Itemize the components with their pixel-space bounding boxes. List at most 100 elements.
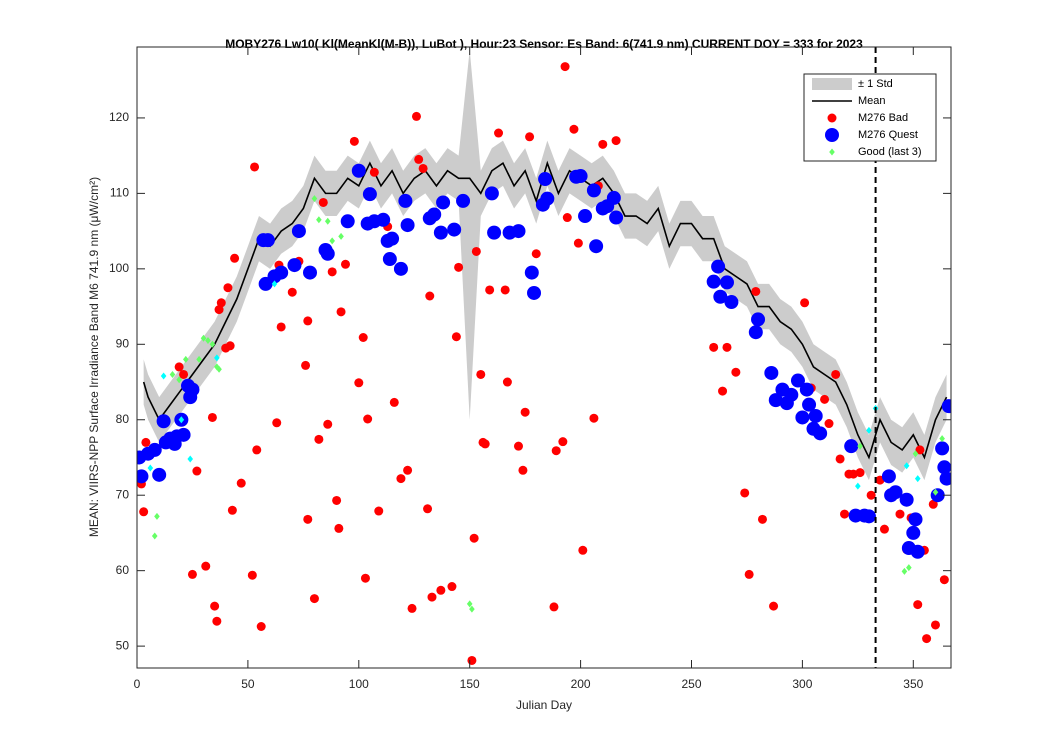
point <box>436 195 451 210</box>
point <box>578 209 593 224</box>
point <box>225 341 235 351</box>
point <box>840 509 850 519</box>
point <box>831 369 841 379</box>
point <box>425 291 435 301</box>
point <box>423 504 433 514</box>
point <box>586 183 601 198</box>
point <box>154 512 160 520</box>
point <box>318 197 328 207</box>
y-tick-label: 110 <box>110 186 129 200</box>
point <box>930 620 940 630</box>
point <box>185 382 200 397</box>
point <box>879 524 889 534</box>
point <box>844 439 859 454</box>
point <box>538 172 553 187</box>
legend-swatch <box>829 148 835 156</box>
point <box>578 545 588 555</box>
point <box>336 307 346 317</box>
point <box>320 246 335 261</box>
point <box>291 224 306 239</box>
point <box>784 387 799 402</box>
point <box>861 509 876 524</box>
point <box>906 564 912 572</box>
point <box>722 342 732 352</box>
point <box>287 287 297 297</box>
point <box>881 469 896 484</box>
point <box>855 468 865 478</box>
point <box>256 621 266 631</box>
point <box>252 445 262 455</box>
legend-label: Good (last 3) <box>858 146 922 158</box>
point <box>764 365 779 380</box>
point <box>156 414 171 429</box>
point <box>857 442 863 450</box>
point <box>250 162 260 172</box>
point <box>287 258 302 273</box>
point <box>209 340 216 348</box>
point <box>362 187 377 202</box>
point <box>141 437 151 447</box>
point <box>216 365 222 373</box>
point <box>751 312 766 327</box>
point <box>469 605 475 613</box>
point <box>937 460 951 475</box>
point <box>382 252 397 267</box>
point <box>912 450 919 458</box>
point <box>301 360 311 370</box>
point <box>358 333 368 343</box>
point <box>549 602 559 612</box>
point <box>178 416 185 424</box>
point <box>200 334 207 342</box>
point <box>396 474 406 484</box>
point <box>524 265 539 280</box>
point <box>418 163 428 173</box>
point <box>187 569 197 579</box>
x-tick-label: 300 <box>792 677 812 691</box>
y-axis-label: MEAN: VIIRS-NPP Surface Irradiance Band … <box>87 177 101 537</box>
point <box>895 509 905 519</box>
point <box>451 332 461 342</box>
point <box>311 195 318 203</box>
point <box>376 212 391 227</box>
point <box>930 488 945 503</box>
point <box>939 435 945 443</box>
point <box>740 488 750 498</box>
point <box>400 218 415 233</box>
point <box>467 655 477 665</box>
y-tick-label: 50 <box>116 638 130 652</box>
point <box>706 274 721 289</box>
point <box>802 397 817 412</box>
y-tick-label: 60 <box>116 563 130 577</box>
point <box>476 369 486 379</box>
point <box>151 532 158 540</box>
point <box>609 210 624 225</box>
point <box>485 285 495 295</box>
point <box>813 426 828 441</box>
point <box>531 249 541 259</box>
x-tick-label: 350 <box>903 677 923 691</box>
point <box>769 601 779 611</box>
point <box>207 412 217 422</box>
point <box>903 462 910 470</box>
point <box>471 246 481 256</box>
point <box>192 466 202 476</box>
x-tick-label: 150 <box>460 677 480 691</box>
point <box>216 298 226 308</box>
legend-label: ± 1 Std <box>858 78 893 90</box>
legend: ± 1 Std Mean M276 Bad M276 Quest Good (last … <box>803 73 937 162</box>
point <box>332 495 342 505</box>
point <box>500 285 510 295</box>
point <box>718 386 728 396</box>
point <box>932 488 939 496</box>
point <box>513 441 523 451</box>
point <box>212 616 222 626</box>
point <box>334 523 344 533</box>
point <box>724 295 739 310</box>
x-axis-label: Julian Day <box>516 698 572 712</box>
point <box>369 167 379 177</box>
point <box>303 316 313 326</box>
point <box>363 414 373 424</box>
point <box>272 418 282 428</box>
legend-swatch <box>825 128 839 142</box>
